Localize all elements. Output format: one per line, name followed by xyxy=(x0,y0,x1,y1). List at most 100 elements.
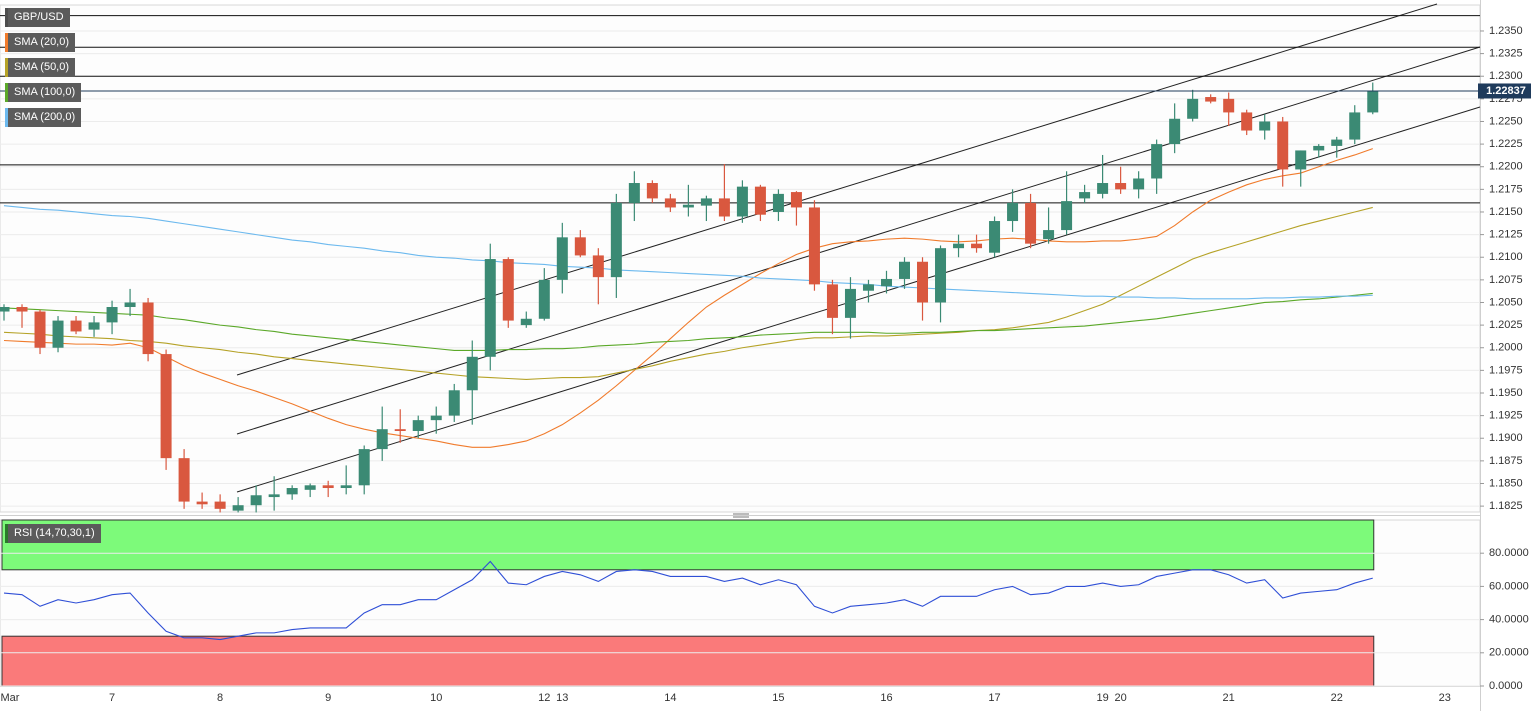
candle-body xyxy=(736,186,748,217)
y-tick-label: 1.2325 xyxy=(1489,48,1523,60)
candle-body xyxy=(1331,139,1343,146)
y-tick-label: 40.0000 xyxy=(1489,614,1529,626)
trend-line[interactable] xyxy=(236,106,1481,493)
trend-line[interactable] xyxy=(236,3,1438,376)
y-tick-label: 1.2000 xyxy=(1489,342,1523,354)
x-tick-label: 10 xyxy=(430,692,442,704)
y-tick-label: 1.1900 xyxy=(1489,432,1523,444)
legend-item[interactable]: SMA (100,0) xyxy=(5,83,82,102)
candle-body xyxy=(592,255,604,278)
x-tick-label: 14 xyxy=(664,692,676,704)
candle-body xyxy=(790,192,802,208)
candle-body xyxy=(556,237,568,280)
candle-body xyxy=(989,221,1001,253)
x-tick-label: 8 xyxy=(217,692,223,704)
legend-item[interactable]: SMA (20,0) xyxy=(5,33,76,52)
candle-body xyxy=(808,207,820,285)
candle-body xyxy=(196,501,208,505)
trend-line[interactable] xyxy=(236,46,1481,435)
candle-body xyxy=(1025,202,1037,244)
legend-item[interactable]: SMA (50,0) xyxy=(5,58,76,77)
x-tick-label: 13 xyxy=(556,692,568,704)
price-panel xyxy=(0,4,1481,513)
candle-body xyxy=(70,320,82,332)
candle-body xyxy=(1241,112,1253,131)
sma-line xyxy=(3,206,1373,380)
candle-body xyxy=(340,485,352,489)
candle-body xyxy=(1349,112,1361,140)
candle-body xyxy=(376,429,388,450)
candle-body xyxy=(574,237,586,256)
x-tick-label: 15 xyxy=(772,692,784,704)
candle-body xyxy=(1187,98,1199,119)
candle-body xyxy=(322,485,334,489)
candle-body xyxy=(160,354,172,459)
x-tick-label: 23 xyxy=(1439,692,1451,704)
candle-body xyxy=(502,259,514,321)
candle-body xyxy=(412,420,424,431)
sma-line xyxy=(3,148,1373,448)
candle-body xyxy=(88,322,100,330)
candle-body xyxy=(935,248,947,303)
candle-body xyxy=(1295,150,1307,170)
x-tick-label: 21 xyxy=(1223,692,1235,704)
x-tick-label: Mar xyxy=(1,692,20,704)
candle-body xyxy=(142,302,154,355)
candle-body xyxy=(1097,183,1109,194)
y-tick-label: 1.2125 xyxy=(1489,229,1523,241)
x-tick-label: 22 xyxy=(1331,692,1343,704)
x-tick-label: 9 xyxy=(325,692,331,704)
y-tick-label: 1.1925 xyxy=(1489,410,1523,422)
candle-body xyxy=(52,320,64,348)
overbought-zone xyxy=(1,519,1375,571)
y-tick-label: 1.2100 xyxy=(1489,251,1523,263)
y-tick-label: 20.0000 xyxy=(1489,647,1529,659)
candle-body xyxy=(718,198,730,217)
candle-body xyxy=(16,307,28,312)
y-tick-label: 1.2250 xyxy=(1489,115,1523,127)
candle-body xyxy=(268,494,280,498)
candle-body xyxy=(700,198,712,206)
indicator-label[interactable]: RSI (14,70,30,1) xyxy=(5,524,101,543)
candle-body xyxy=(124,302,136,308)
candle-body xyxy=(646,183,658,199)
candle-body xyxy=(520,318,532,326)
candle-body xyxy=(664,198,676,208)
y-tick-label: 1.2075 xyxy=(1489,274,1523,286)
candle-body xyxy=(34,311,46,348)
candle-body xyxy=(971,243,983,249)
x-tick-label: 20 xyxy=(1114,692,1126,704)
candle-body xyxy=(448,390,460,416)
candle-body xyxy=(826,284,838,318)
candle-body xyxy=(232,505,244,511)
candle-body xyxy=(394,429,406,431)
candle-body xyxy=(899,261,910,279)
candle-body xyxy=(772,193,784,212)
candle-body xyxy=(953,243,965,249)
candle-body xyxy=(1007,202,1019,222)
candle-body xyxy=(1043,230,1055,240)
candle-body xyxy=(682,204,694,208)
y-tick-label: 1.1825 xyxy=(1489,500,1523,512)
y-tick-label: 1.1850 xyxy=(1489,477,1523,489)
candle-body xyxy=(1205,97,1217,102)
x-tick-label: 7 xyxy=(109,692,115,704)
y-tick-label: 1.2050 xyxy=(1489,296,1523,308)
last-price-box xyxy=(1478,83,1531,99)
x-tick-label: 12 xyxy=(538,692,550,704)
candle-body xyxy=(178,458,190,502)
y-tick-label: 1.2175 xyxy=(1489,183,1523,195)
candle-body xyxy=(0,307,10,312)
candle-body xyxy=(214,501,226,509)
candle-body xyxy=(1259,121,1271,131)
y-tick-label: 1.2025 xyxy=(1489,319,1523,331)
candle-body xyxy=(484,259,496,357)
oversold-zone xyxy=(1,635,1375,687)
candle-body xyxy=(304,485,316,490)
legend-item[interactable]: SMA (200,0) xyxy=(5,108,82,127)
y-tick-label: 1.2350 xyxy=(1489,25,1523,37)
legend-item[interactable]: GBP/USD xyxy=(5,8,70,27)
last-price-label: 1.22837 xyxy=(1486,85,1526,97)
